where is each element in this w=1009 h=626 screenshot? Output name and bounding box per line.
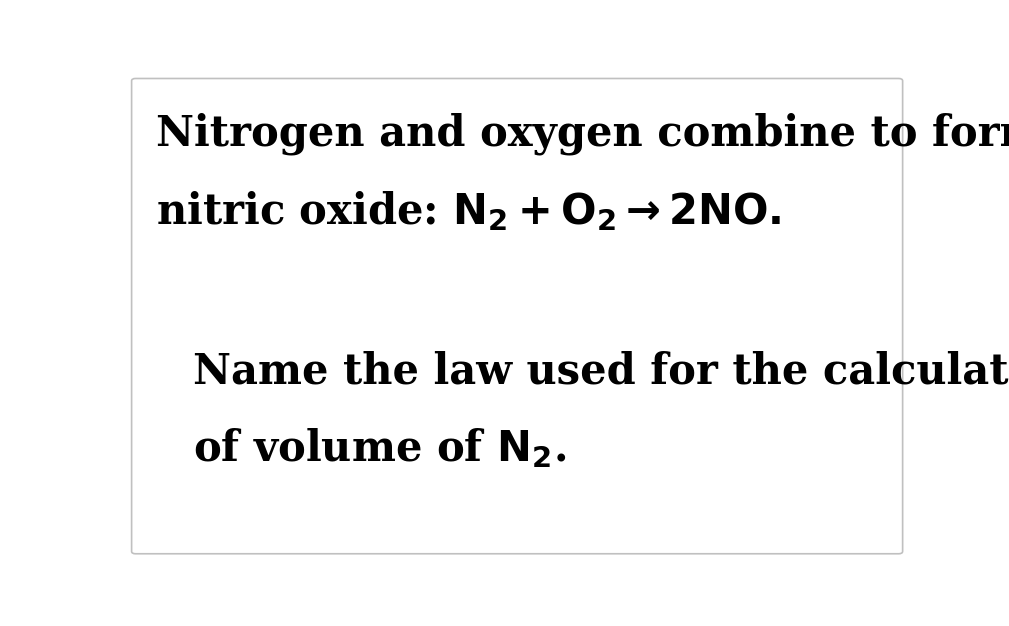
FancyBboxPatch shape (131, 78, 903, 554)
Text: Name the law used for the calculation: Name the law used for the calculation (193, 351, 1009, 393)
Text: of volume of $\mathbf{N_2}$.: of volume of $\mathbf{N_2}$. (193, 426, 566, 470)
Text: Nitrogen and oxygen combine to form: Nitrogen and oxygen combine to form (155, 112, 1009, 155)
Text: nitric oxide: $\mathbf{N_2 + O_2 \rightarrow 2NO.}$: nitric oxide: $\mathbf{N_2 + O_2 \righta… (155, 190, 781, 233)
